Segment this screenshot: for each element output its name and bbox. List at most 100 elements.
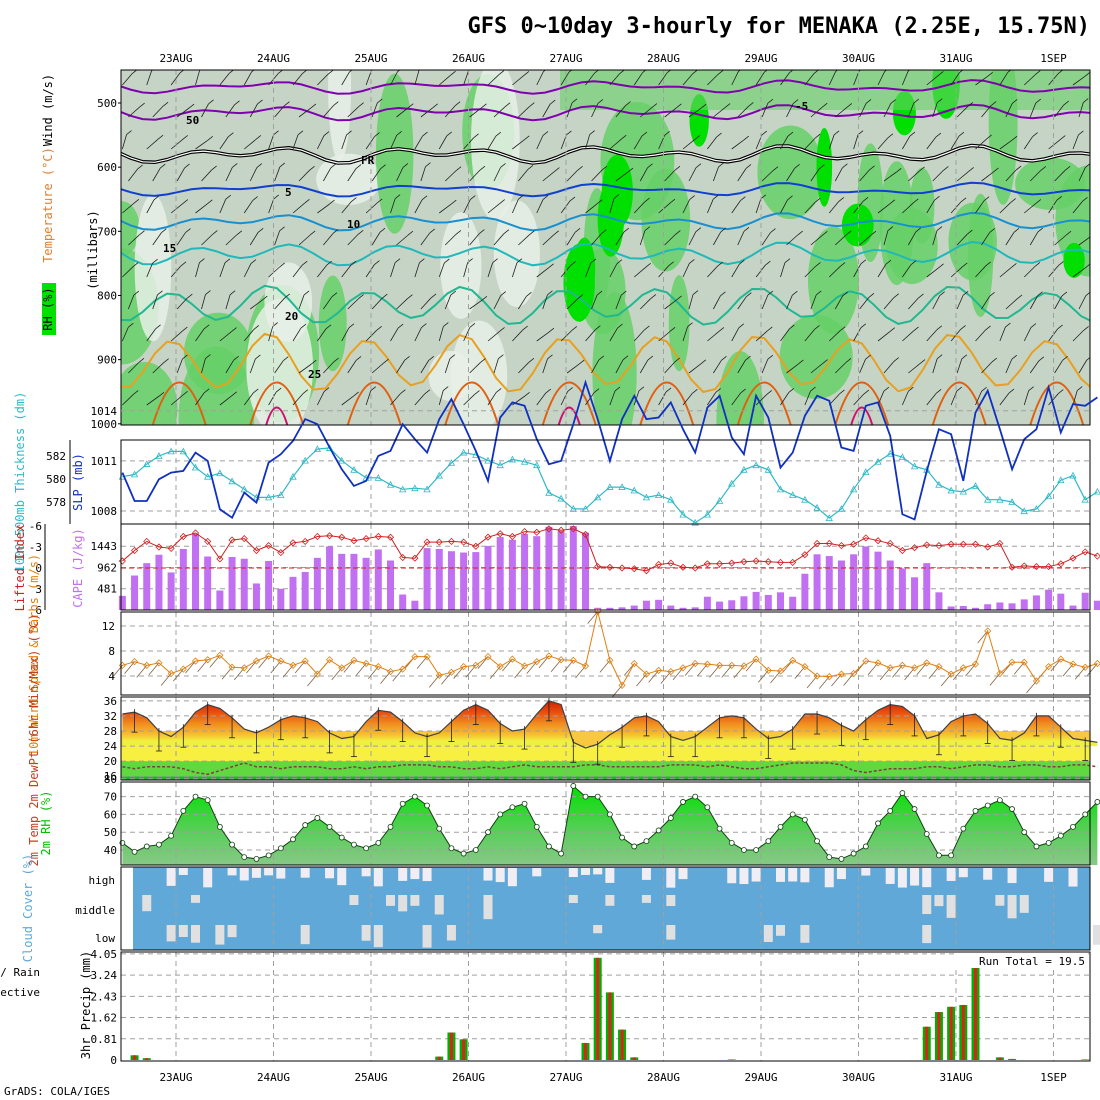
wind-barb [487, 74, 500, 86]
cape-bar [959, 606, 967, 610]
wind10-marker [740, 662, 748, 670]
thickness-marker [277, 491, 285, 498]
cloud-gap [666, 895, 676, 907]
wind-barb-flag [1011, 354, 1018, 360]
wind-barb-flag [492, 258, 498, 264]
wind-barb-flag [527, 165, 534, 170]
wind10-barb [416, 656, 428, 669]
thickness-marker [204, 472, 212, 480]
lifted-marker [228, 536, 236, 544]
wind-barb-flag [712, 194, 719, 200]
wind-barb-flag [163, 358, 169, 364]
contour-label: 15 [163, 242, 176, 255]
rh-marker [265, 852, 272, 859]
lifted-marker [898, 546, 906, 555]
cloud-gap [373, 925, 383, 948]
wind-barb [1078, 295, 1087, 310]
cloud-gap [763, 925, 773, 942]
pressure-tick-label: 800 [97, 289, 117, 302]
cape-bar [496, 537, 504, 610]
rh-moisture-blob [121, 361, 178, 425]
wind-barb [152, 105, 164, 118]
wind10-barb [453, 666, 464, 679]
wind-barb [176, 167, 185, 182]
wind-barb [737, 231, 745, 246]
wind-barb [591, 294, 598, 310]
wind-barb [317, 203, 330, 214]
wind-barb-flag [407, 294, 413, 300]
wind-barb-flag [1084, 263, 1090, 269]
cloud-gap [836, 868, 846, 880]
wind-barb [170, 395, 183, 406]
thickness-marker [289, 472, 297, 480]
wind-barb [152, 294, 158, 310]
wind-barb [566, 232, 576, 246]
lifted-marker [289, 539, 297, 547]
thickness-marker [874, 457, 882, 465]
wind-barb [804, 137, 816, 150]
lifted-marker [204, 537, 212, 545]
wind-barb-flag [284, 101, 290, 106]
wind-barb [390, 71, 398, 86]
thickness-marker [216, 469, 224, 477]
cape-bar [192, 533, 199, 610]
wind-barb [834, 167, 843, 182]
wind10-marker [289, 661, 297, 669]
wind-barb-flag [1011, 263, 1017, 268]
wind-barb [1078, 359, 1088, 374]
cloud-gap [800, 868, 810, 883]
wind-barb [633, 329, 645, 342]
wind10-marker [801, 663, 809, 671]
wind-barb [469, 107, 482, 118]
label-precip-total: Total / Rain [0, 966, 40, 979]
wind-barb-flag [770, 228, 776, 233]
wind-barb-flag [887, 133, 894, 139]
wind-barb-flag [675, 230, 681, 235]
wind10-marker [728, 661, 736, 669]
wind-barb-flag [760, 194, 767, 200]
wind-barb-flag [132, 262, 139, 267]
wind-barb-flag [255, 354, 261, 360]
thickness-marker [545, 488, 553, 496]
wind-barb [298, 107, 312, 118]
cape-bar [118, 595, 126, 610]
wind-barb-flag [915, 227, 921, 233]
lifted-marker [508, 532, 516, 541]
wind-barb [707, 136, 717, 150]
cloud-gap [178, 868, 188, 875]
wind-barb [444, 170, 457, 182]
wind-barb [341, 264, 352, 278]
wind-barb-flag [822, 359, 828, 364]
lifted-marker [910, 544, 919, 552]
rh-marker [789, 811, 796, 818]
rh-tick-label: 40 [104, 844, 117, 857]
wind-barb [585, 392, 595, 406]
contour-temp-35 [265, 406, 289, 425]
wind-barb-flag [689, 259, 695, 264]
rh-moisture-blob [328, 70, 352, 162]
wind10-marker [143, 661, 151, 669]
wind-barb-flag [695, 227, 702, 232]
wind-barb [591, 103, 599, 118]
cape-bar [387, 560, 394, 610]
top-date-label: 26AUG [452, 52, 485, 65]
cape-bar [764, 594, 772, 610]
cape-bar [984, 604, 992, 610]
rh-marker [728, 839, 735, 846]
wind-barb-flag [870, 230, 877, 236]
wind-barb [956, 233, 968, 246]
wind-barb-flag [499, 199, 505, 204]
wind-barb [323, 361, 334, 374]
thickness-marker [728, 479, 736, 487]
wind10-marker [325, 656, 334, 664]
cloud-level-label: middle [75, 904, 115, 917]
wind-barb [1078, 236, 1090, 246]
wind-barb [731, 392, 741, 406]
wind-barb-flag [990, 101, 997, 106]
wind-barb-flag [1060, 135, 1066, 140]
wind-barb-flag [596, 199, 603, 204]
wind10-barb [660, 671, 672, 684]
wind-barb [493, 106, 506, 118]
lifted-marker [143, 537, 151, 545]
lifted-marker [179, 532, 187, 541]
